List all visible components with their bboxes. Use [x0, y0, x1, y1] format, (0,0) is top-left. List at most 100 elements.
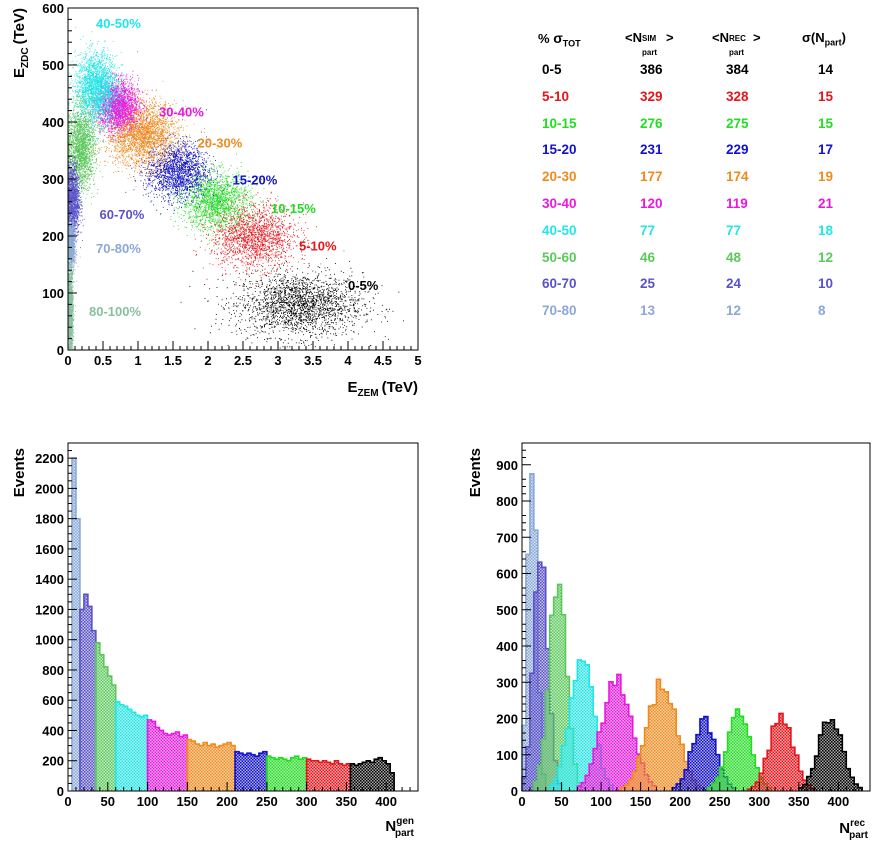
cell-npart-rec: 48 — [726, 249, 742, 265]
cell-sigma: 21 — [818, 195, 834, 211]
cell-sigma: 8 — [818, 303, 826, 319]
cell-npart-rec: 12 — [726, 303, 742, 319]
cell-sigma: 15 — [818, 88, 834, 104]
scatter-cluster-labels: 0-5% 5-10% 10-15% 15-20% 20-30% 30-40% 40-50% 6… — [89, 16, 379, 319]
scatter-x-tick-label: 3 — [274, 353, 281, 368]
header-npart-sim: <N SIM part > — [625, 30, 674, 57]
cell-sigma: 19 — [818, 169, 834, 185]
cell-centrality: 70-80 — [542, 303, 577, 319]
scatter-label-5-10: 5-10% — [299, 238, 337, 253]
table-row: 0-5 386 384 14 — [520, 62, 860, 89]
scatter-cluster-10-15 — [160, 153, 279, 250]
scatter-y-tick-label: 500 — [42, 58, 64, 73]
scatter-x-tick-label: 0 — [64, 353, 71, 368]
table-row: 30-40 120 119 21 — [520, 196, 860, 223]
scatter-label-80-100: 80-100% — [89, 304, 141, 319]
scatter-axes: 0 0.5 1 1.5 2 2.5 3 3.5 4 4.5 5 0 100 200 300 400 500 600 — [42, 1, 421, 368]
table-row: 10-15 276 275 15 — [520, 116, 860, 143]
cell-npart-sim: 276 — [640, 115, 663, 131]
scatter-x-tick-label: 2.5 — [234, 353, 252, 368]
scatter-x-tick-label: 3.5 — [304, 353, 322, 368]
cell-npart-rec: 119 — [726, 195, 748, 211]
cell-centrality: 60-70 — [542, 276, 577, 292]
scatter-y-tick-label: 600 — [42, 1, 64, 16]
table-row: 70-80 13 12 8 — [520, 303, 860, 330]
scatter-y-tick-label: 300 — [42, 172, 64, 187]
cell-npart-rec: 328 — [726, 88, 749, 104]
scatter-label-60-70: 60-70% — [100, 207, 145, 222]
scatter-cluster-30-40 — [81, 51, 153, 143]
table-row: 50-60 46 48 12 — [520, 250, 860, 277]
cell-sigma: 10 — [818, 276, 834, 292]
scatter-points — [68, 26, 404, 351]
scatter-label-0-5: 0-5% — [348, 278, 379, 293]
cell-centrality: 5-10 — [542, 88, 570, 104]
scatter-x-tick-label: 2 — [204, 353, 211, 368]
cell-npart-sim: 46 — [640, 249, 656, 265]
scatter-y-axis-label: EZDC(TeV) — [11, 8, 31, 78]
centrality-table: % σTOT <N SIM part > <N REC part > σ(Npart) 0-… — [520, 22, 860, 330]
scatter-label-40-50: 40-50% — [96, 16, 141, 31]
scatter-y-tick-label: 100 — [42, 286, 64, 301]
scatter-y-tick-label: 0 — [57, 343, 64, 358]
scatter-y-tick-label: 200 — [42, 229, 64, 244]
scatter-x-tick-label: 1 — [134, 353, 141, 368]
cell-npart-rec: 77 — [726, 222, 742, 238]
scatter-label-15-20: 15-20% — [233, 173, 278, 188]
scatter-label-10-15: 10-15% — [271, 201, 316, 216]
cell-npart-rec: 24 — [726, 276, 742, 292]
scatter-x-tick-label: 1.5 — [164, 353, 182, 368]
scatter-y-tick-label: 400 — [42, 115, 64, 130]
scatter-label-20-30: 20-30% — [198, 136, 243, 151]
cell-npart-sim: 25 — [640, 276, 656, 292]
table-row: 20-30 177 174 19 — [520, 169, 860, 196]
header-centrality: % σTOT — [538, 30, 581, 49]
scatter-cluster-70-80 — [68, 208, 81, 282]
table-body: 0-5 386 384 14 5-10 329 328 15 10-15 276 275 15 15-2… — [520, 62, 860, 330]
scatter-cluster-80-100 — [68, 237, 76, 351]
cell-npart-rec: 229 — [726, 142, 749, 158]
cell-sigma: 15 — [818, 115, 834, 131]
scatter-cluster-60-70 — [68, 135, 85, 259]
table-row: 60-70 25 24 10 — [520, 276, 860, 303]
cell-npart-sim: 231 — [640, 142, 663, 158]
cell-centrality: 15-20 — [542, 142, 577, 158]
scatter-cluster-0-5 — [180, 247, 404, 351]
scatter-cluster-5-10 — [191, 178, 345, 287]
scatter-x-tick-label: 4 — [344, 353, 352, 368]
cell-sigma: 12 — [818, 249, 834, 265]
scatter-label-70-80: 70-80% — [96, 241, 141, 256]
cell-npart-rec: 174 — [726, 169, 749, 185]
cell-centrality: 50-60 — [542, 249, 577, 265]
header-sigma-npart: σ(Npart) — [802, 30, 846, 48]
cell-npart-sim: 177 — [640, 169, 663, 185]
table-header: % σTOT <N SIM part > <N REC part > σ(Npart) — [520, 22, 860, 62]
scatter-cluster-15-20 — [124, 109, 229, 215]
cell-npart-sim: 13 — [640, 303, 656, 319]
scatter-cluster-40-50 — [68, 26, 142, 146]
cell-centrality: 10-15 — [542, 115, 577, 131]
table-row: 40-50 77 77 18 — [520, 223, 860, 250]
cell-sigma: 17 — [818, 142, 834, 158]
cell-centrality: 30-40 — [542, 195, 577, 211]
cell-sigma: 18 — [818, 222, 834, 238]
cell-centrality: 20-30 — [542, 169, 577, 185]
scatter-cluster-50-60 — [68, 62, 107, 217]
cell-npart-sim: 329 — [640, 88, 663, 104]
cell-npart-sim: 77 — [640, 222, 656, 238]
cell-npart-rec: 384 — [726, 62, 749, 77]
cell-npart-sim: 120 — [640, 195, 663, 211]
cell-npart-sim: 386 — [640, 62, 663, 77]
table-row: 5-10 329 328 15 — [520, 89, 860, 116]
scatter-x-tick-label: 4.5 — [374, 353, 392, 368]
header-npart-rec: <N REC part > — [712, 30, 761, 57]
cell-centrality: 0-5 — [542, 62, 562, 77]
cell-npart-rec: 275 — [726, 115, 749, 131]
cell-centrality: 40-50 — [542, 222, 577, 238]
table-row: 15-20 231 229 17 — [520, 142, 860, 169]
cell-sigma: 14 — [818, 62, 834, 77]
scatter-x-axis-label: EZEM (TeV) — [347, 379, 418, 399]
scatter-label-30-40: 30-40% — [159, 104, 204, 119]
scatter-x-tick-label: 0.5 — [94, 353, 112, 368]
